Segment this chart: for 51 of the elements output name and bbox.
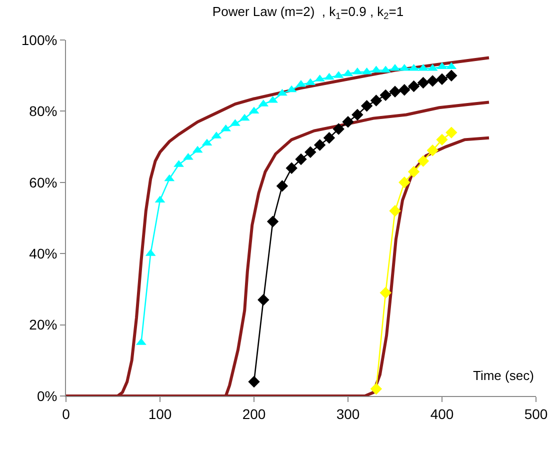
y-tick-label: 60% <box>29 174 58 190</box>
point <box>380 89 392 102</box>
point <box>446 70 458 82</box>
x-tick-label: 100 <box>148 406 172 422</box>
point <box>408 166 420 178</box>
chart-title: Power Law (m=2) , k$_{1}$=0.9 , k$_{2}$=1 <box>212 4 404 21</box>
y-tick-label: 20% <box>29 316 58 333</box>
x-tick-label: 300 <box>336 406 360 422</box>
point <box>380 286 392 299</box>
y-tick-label: 100% <box>21 32 58 48</box>
point <box>276 180 288 192</box>
x-tick-label: 200 <box>242 406 266 422</box>
y-tick-label: 40% <box>29 246 58 262</box>
point <box>248 376 260 388</box>
point <box>417 76 430 89</box>
x-tick-label: 500 <box>524 406 548 422</box>
point <box>436 134 448 146</box>
point <box>370 94 382 106</box>
point <box>446 126 458 138</box>
point <box>360 100 373 112</box>
point <box>332 123 344 135</box>
point <box>266 216 279 228</box>
point <box>371 66 382 73</box>
point <box>295 153 307 166</box>
point <box>418 64 428 71</box>
point <box>389 205 401 217</box>
point <box>304 146 316 158</box>
x-axis-title: Time (sec) <box>473 368 534 383</box>
point <box>258 294 270 306</box>
x-tick-label: 0 <box>62 406 70 422</box>
point <box>286 162 298 174</box>
point <box>408 64 419 71</box>
x-tick-label: 400 <box>430 406 454 422</box>
y-tick-label: 80% <box>29 103 58 120</box>
point <box>408 80 420 92</box>
point <box>370 383 382 395</box>
point <box>398 176 410 188</box>
point <box>183 152 194 160</box>
point <box>314 139 326 151</box>
point <box>342 116 354 128</box>
point <box>389 86 401 98</box>
y-tick-label: 0% <box>36 388 58 404</box>
point <box>324 72 334 80</box>
point <box>277 88 288 96</box>
point <box>398 84 410 96</box>
point <box>323 132 336 144</box>
point <box>426 144 438 156</box>
point <box>436 73 448 86</box>
point <box>426 75 438 87</box>
point <box>352 108 364 121</box>
point <box>417 155 430 167</box>
